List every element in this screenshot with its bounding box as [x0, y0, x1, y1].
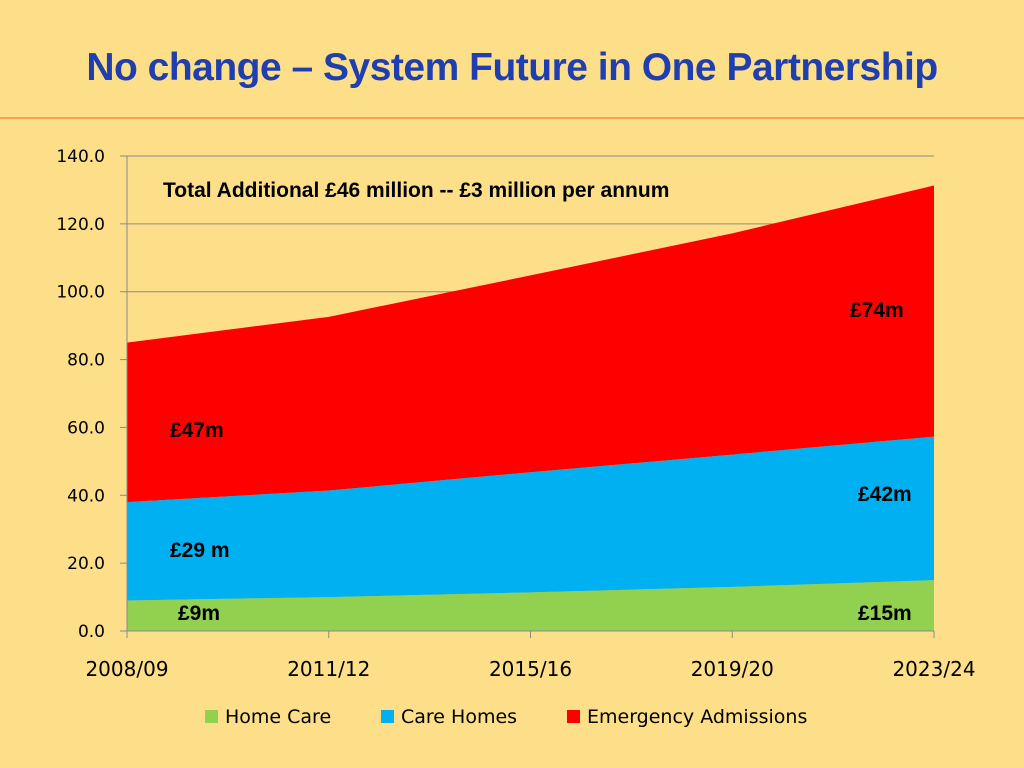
y-tick-label: 60.0 [67, 418, 105, 438]
x-tick-label: 2015/16 [489, 657, 572, 681]
legend-home-care-label: Home Care [225, 706, 331, 728]
legend-emergency-admissions-swatch [567, 710, 580, 723]
home-care-area [127, 580, 934, 631]
emergency-start-label: £47m [170, 419, 224, 442]
emergency-admissions-area [127, 185, 934, 503]
legend-emergency-admissions-label: Emergency Admissions [587, 706, 807, 728]
legend-home-care-swatch [205, 710, 218, 723]
home-care-end-label: £15m [858, 602, 912, 625]
x-tick-label: 2023/24 [892, 657, 975, 681]
care-homes-end-label: £42m [858, 483, 912, 506]
y-tick-labels: 0.0 20.0 40.0 60.0 80.0 100.0 120.0 140.0 [56, 147, 105, 642]
emergency-end-label: £74m [850, 299, 904, 322]
x-tick-label: 2011/12 [287, 657, 370, 681]
x-tick-labels: 2008/09 2011/12 2015/16 2019/20 2023/24 [85, 657, 975, 681]
axes [120, 155, 935, 638]
home-care-start-label: £9m [178, 602, 220, 625]
y-tick-label: 140.0 [56, 147, 105, 167]
y-tick-label: 20.0 [67, 554, 105, 574]
x-tick-label: 2008/09 [85, 657, 168, 681]
title-divider [0, 117, 1024, 119]
x-tick-label: 2019/20 [691, 657, 774, 681]
care-homes-start-label: £29 m [170, 539, 230, 562]
care-homes-area [127, 436, 934, 601]
total-annotation: Total Additional £46 million -- £3 milli… [163, 179, 669, 202]
y-tick-label: 40.0 [67, 486, 105, 506]
series-areas [127, 185, 934, 631]
legend: Home Care Care Homes Emergency Admissions [205, 706, 807, 728]
page-title: No change – System Future in One Partner… [86, 46, 938, 89]
y-tick-label: 80.0 [67, 351, 105, 371]
y-tick-label: 100.0 [56, 283, 105, 303]
y-tick-label: 0.0 [78, 622, 105, 642]
y-tick-label: 120.0 [56, 215, 105, 235]
legend-care-homes-label: Care Homes [401, 706, 517, 728]
legend-care-homes-swatch [381, 710, 394, 723]
